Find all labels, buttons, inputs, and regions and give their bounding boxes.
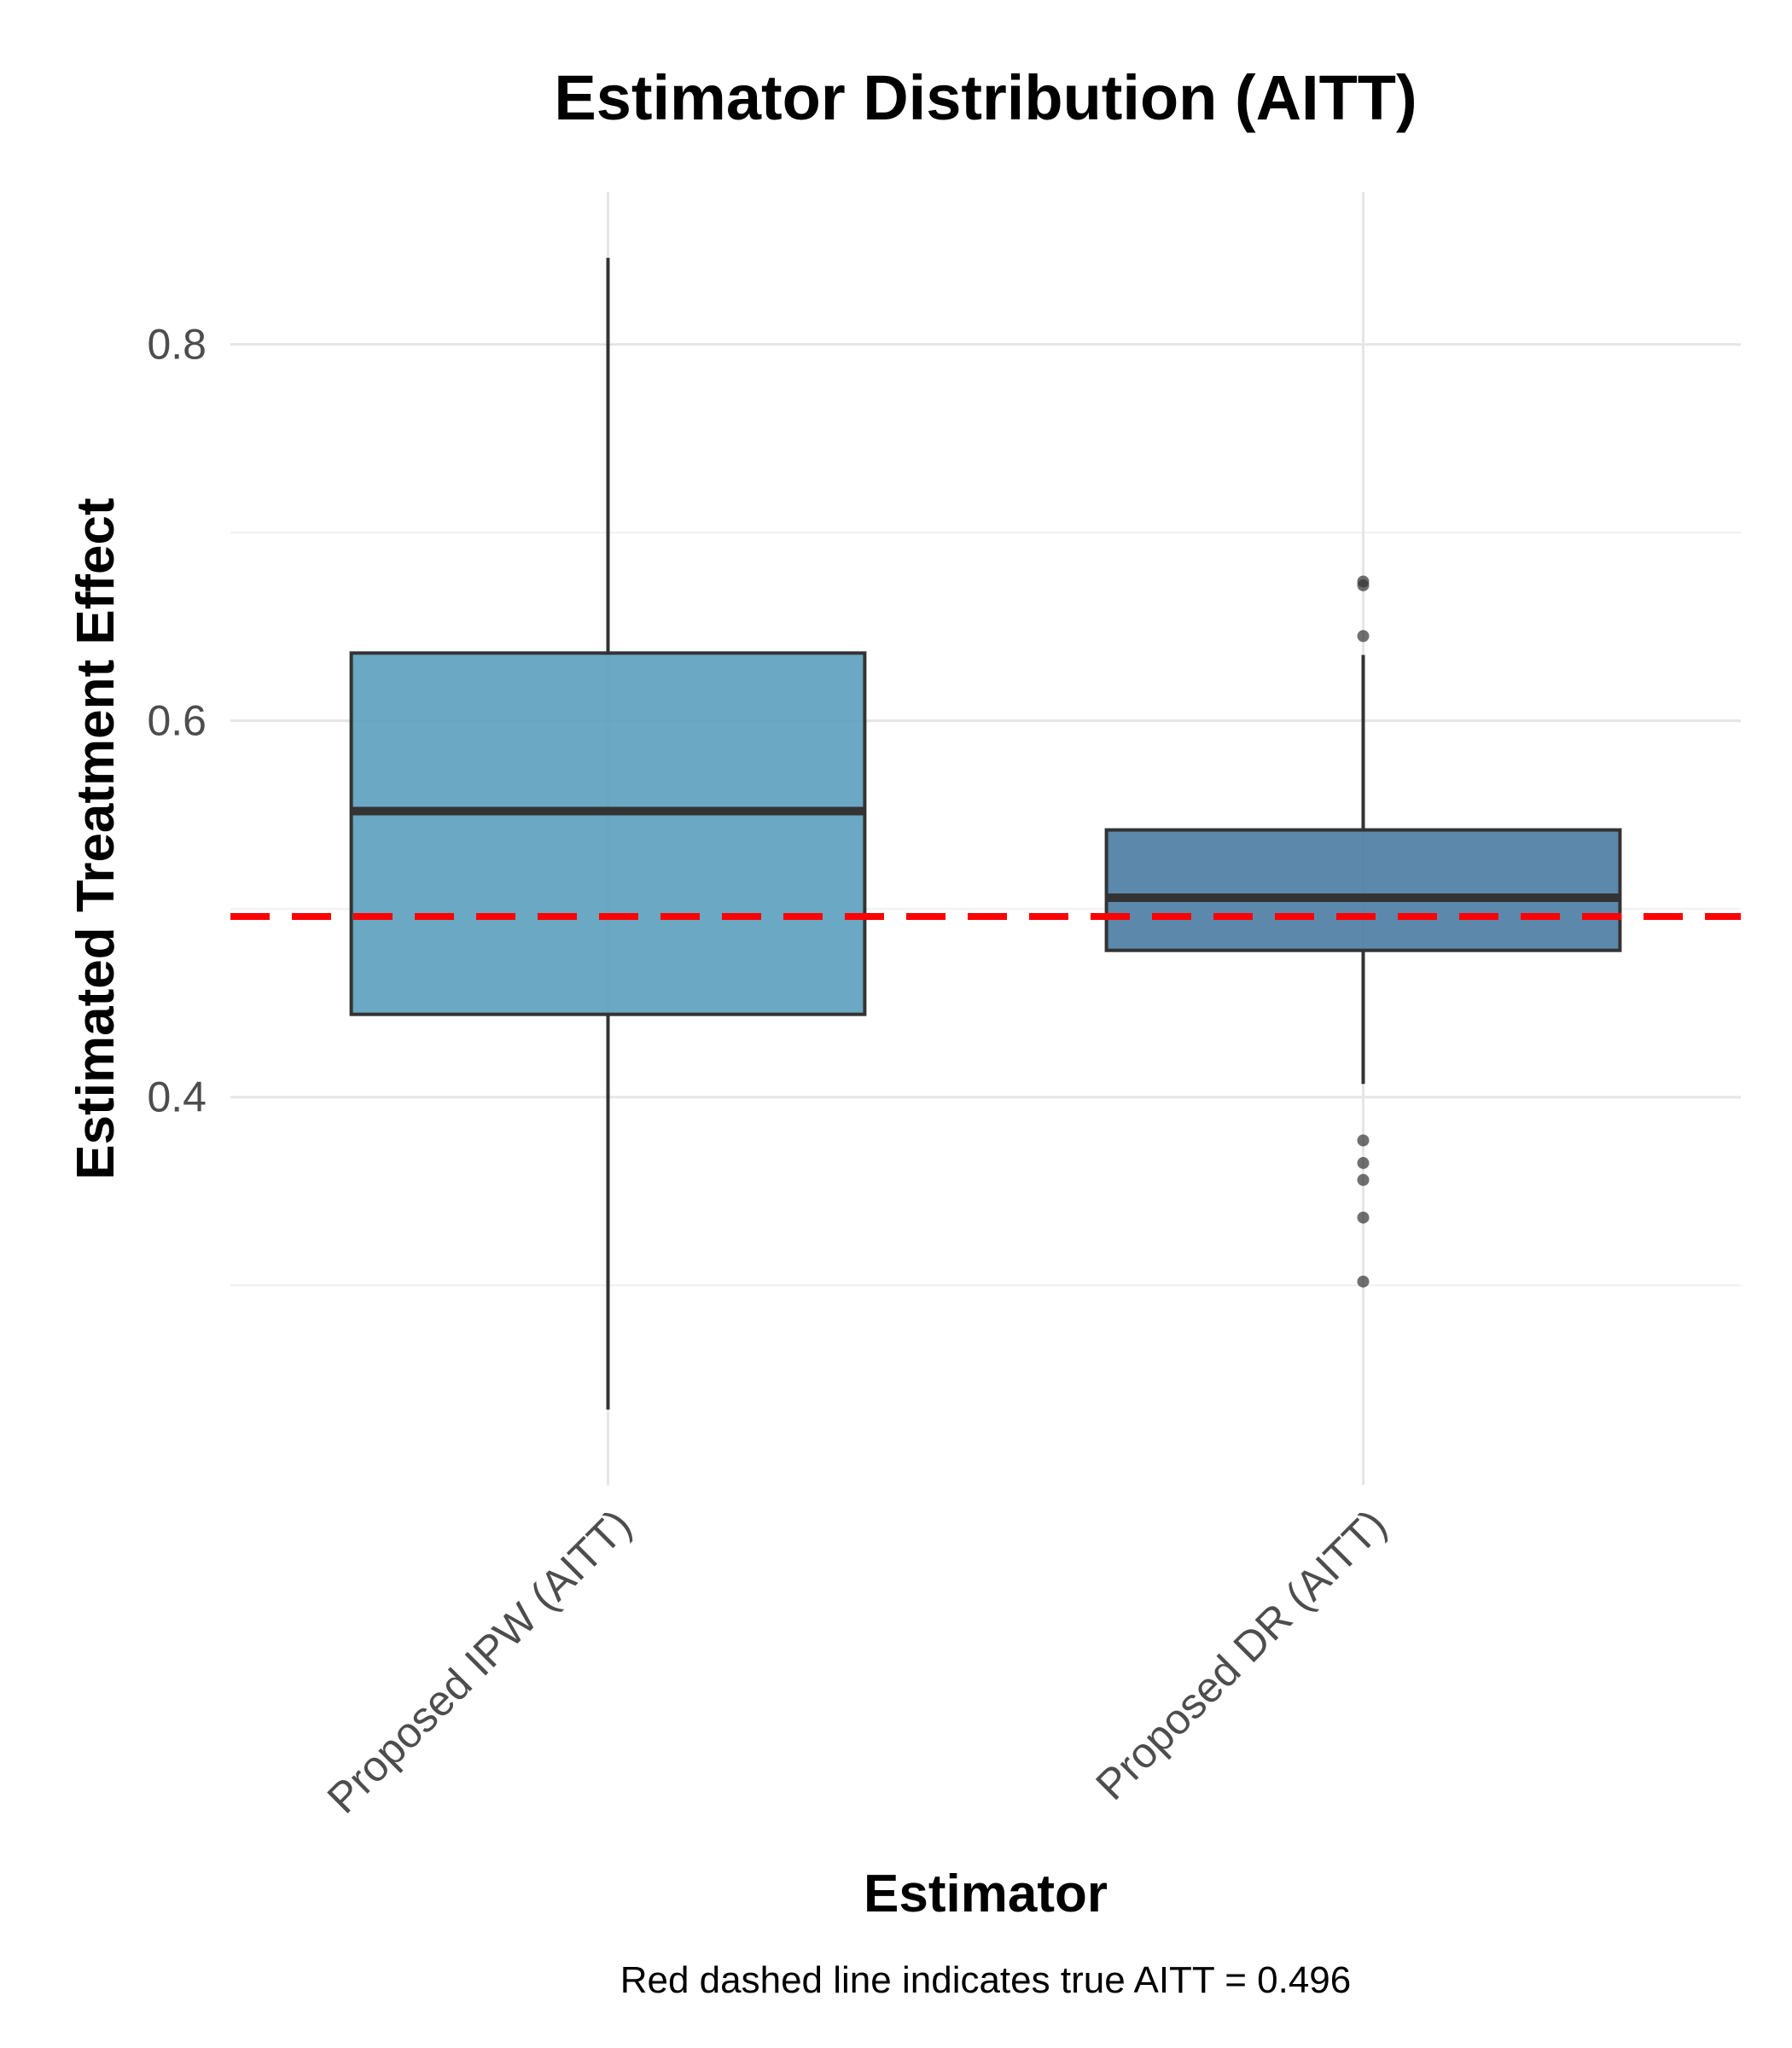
caption: Red dashed line indicates true AITT = 0.… [620, 1959, 1352, 2001]
x-axis-title: Estimator [864, 1865, 1108, 1923]
outlier-point [1357, 630, 1370, 643]
x-tick-label: Proposed IPW (AITT) [318, 1500, 641, 1823]
outlier-point [1357, 1134, 1370, 1147]
iqr-box [1104, 828, 1622, 952]
x-tick-label: Proposed DR (AITT) [1086, 1500, 1395, 1809]
outlier-point [1357, 1275, 1370, 1288]
outlier-point [1357, 575, 1370, 588]
y-tick-label: 0.4 [147, 1073, 207, 1121]
outlier-point [1357, 1211, 1370, 1224]
y-axis-title: Estimated Treatment Effect [67, 497, 125, 1179]
boxplot-2 [1104, 575, 1622, 1288]
chart-title: Estimator Distribution (AITT) [554, 62, 1417, 133]
x-axis-ticks: Proposed IPW (AITT) Proposed DR (AITT) [318, 1500, 1396, 1823]
boxplot-1 [349, 258, 867, 1410]
y-tick-label: 0.8 [147, 321, 207, 369]
outlier-point [1357, 1156, 1370, 1169]
outlier-point [1357, 1173, 1370, 1186]
boxplots [349, 258, 1622, 1410]
y-tick-label: 0.6 [147, 697, 207, 745]
y-axis-ticks: 0.4 0.6 0.8 [147, 321, 207, 1121]
iqr-box [349, 651, 867, 1016]
